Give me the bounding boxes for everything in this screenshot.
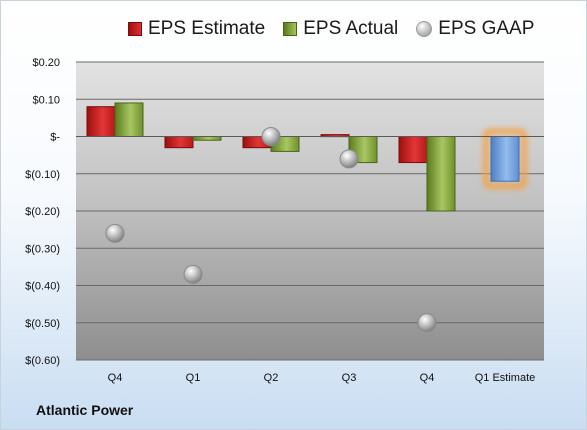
legend-item-estimate: EPS Estimate [128, 18, 265, 40]
forecast-bar [490, 136, 520, 182]
eps-actual-bar [426, 136, 456, 212]
eps-actual-bar [114, 102, 144, 137]
eps-actual-bar [192, 136, 222, 141]
x-tick-label: Q2 [264, 372, 279, 384]
legend-label-gaap: EPS GAAP [438, 18, 535, 39]
legend-swatch-gaap [416, 21, 433, 37]
legend-item-actual: EPS Actual [283, 18, 398, 40]
y-tick-label: $(0.60) [25, 355, 60, 367]
legend-swatch-actual [283, 22, 298, 36]
x-axis-ticks: Q4 Q1 Q2 Q3 Q4 Q1 Estimate [108, 372, 536, 384]
chart-legend: EPS Estimate EPS Actual EPS GAAP [128, 16, 534, 42]
y-tick-label: $- [50, 132, 60, 144]
y-tick-label: $(0.30) [25, 243, 60, 255]
y-tick-label: $(0.40) [25, 281, 60, 293]
y-tick-label: $0.20 [32, 57, 60, 69]
eps-estimate-bar [398, 136, 428, 164]
legend-label-actual: EPS Actual [303, 18, 399, 39]
gridlines [76, 61, 544, 361]
y-axis-ticks: $0.20 $0.10 $- $(0.10) $(0.20) $(0.30) $(0.40)… [25, 57, 60, 367]
x-tick-label: Q4 [108, 372, 123, 384]
y-tick-label: $(0.10) [25, 169, 60, 181]
x-tick-label: Q3 [342, 372, 357, 384]
company-name: Atlantic Power [36, 402, 134, 418]
eps-gaap-point [261, 127, 281, 146]
eps-gaap-point [105, 223, 125, 243]
eps-gaap-point [183, 264, 203, 284]
x-tick-label: Q4 [420, 372, 435, 384]
eps-gaap-point [339, 149, 359, 169]
bars [86, 102, 527, 212]
y-tick-label: $(0.50) [25, 318, 60, 330]
eps-estimate-bar [86, 106, 116, 137]
legend-swatch-estimate [128, 22, 142, 36]
legend-item-gaap: EPS GAAP [416, 18, 534, 40]
forecast-bar-glow [483, 128, 527, 190]
y-tick-label: $(0.20) [25, 206, 60, 218]
x-tick-label: Q1 [186, 372, 201, 384]
x-tick-label: Q1 Estimate [475, 372, 536, 384]
eps-estimate-bar [164, 136, 194, 149]
eps-gaap-point [417, 313, 437, 333]
gaap-points [105, 127, 437, 333]
y-tick-label: $0.10 [32, 94, 60, 106]
legend-label-estimate: EPS Estimate [148, 18, 266, 39]
